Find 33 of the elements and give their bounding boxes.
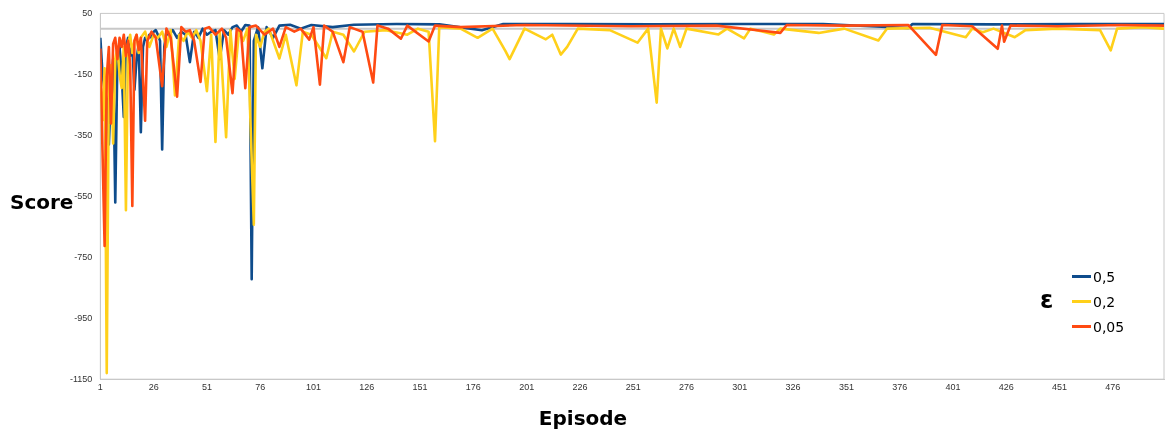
x-tick-label: 51: [201, 382, 212, 393]
x-tick-label: 226: [572, 382, 588, 393]
x-tick-label: 176: [465, 382, 481, 393]
x-tick-label: 76: [255, 382, 266, 393]
x-tick-label: 201: [519, 382, 535, 393]
x-tick-label: 251: [625, 382, 641, 393]
x-tick-label: 376: [892, 382, 908, 393]
y-tick-label: -750: [74, 251, 93, 262]
legend-label: 0,05: [1093, 318, 1125, 335]
y-tick-label: -550: [74, 190, 93, 201]
x-tick-label: 451: [1052, 382, 1068, 393]
y-axis-title: Score: [10, 190, 74, 214]
x-tick-label: 126: [359, 382, 375, 393]
x-tick-label: 26: [148, 382, 159, 393]
x-axis-title: Episode: [537, 406, 629, 430]
y-tick-label: -150: [74, 68, 93, 79]
x-tick-label: 351: [838, 382, 854, 393]
y-tick-label: -1150: [69, 373, 93, 384]
y-tick-label: -350: [74, 129, 93, 140]
x-tick-label: 101: [305, 382, 322, 393]
legend-title: ε: [1040, 286, 1054, 314]
y-tick-label: 50: [82, 7, 93, 18]
x-tick-label: 401: [945, 382, 961, 393]
legend-label: 0,2: [1093, 293, 1116, 310]
x-tick-label: 151: [412, 382, 428, 393]
x-tick-label: 276: [679, 382, 695, 393]
x-tick-label: 426: [998, 382, 1014, 393]
y-tick-label: -950: [74, 312, 93, 323]
x-tick-label: 301: [732, 382, 748, 393]
legend-label: 0,5: [1093, 268, 1116, 285]
x-tick-label: 326: [785, 382, 801, 393]
x-tick-label: 476: [1105, 382, 1121, 393]
x-tick-label: 1: [97, 382, 103, 393]
